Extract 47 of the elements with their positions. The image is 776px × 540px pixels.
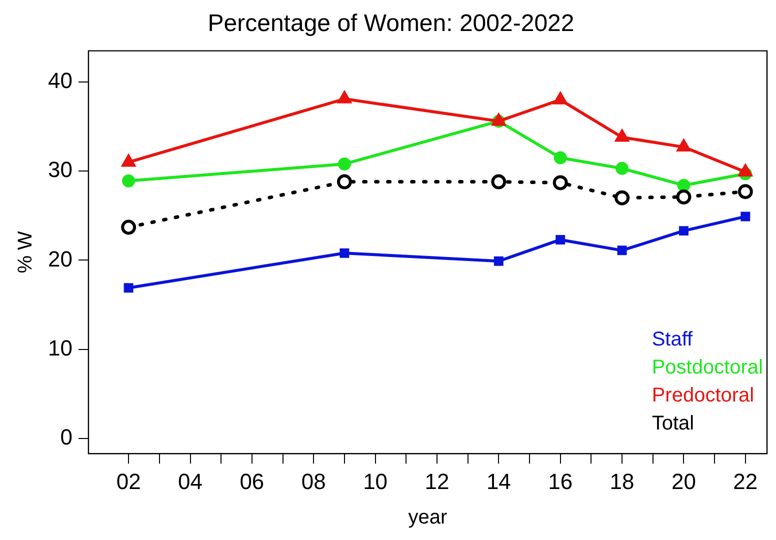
x-tick-label: 02: [116, 468, 141, 494]
point: [336, 174, 352, 190]
point: [616, 162, 629, 175]
y-tick-label: 20: [48, 246, 72, 272]
y-tick-label: 0: [60, 424, 72, 450]
point: [678, 226, 688, 236]
point: [494, 256, 504, 266]
point: [556, 234, 566, 244]
point: [491, 174, 506, 190]
x-tick-label: 10: [363, 468, 388, 494]
y-tick-label: 10: [48, 335, 72, 360]
x-tick-label: 22: [733, 468, 758, 494]
point: [340, 248, 350, 258]
point: [124, 283, 134, 293]
x-tick-label: 18: [610, 468, 634, 494]
y-axis-title: % W: [14, 230, 37, 274]
point: [122, 174, 136, 188]
x-tick-label: 12: [424, 468, 450, 494]
point: [738, 184, 753, 200]
point: [121, 220, 136, 235]
x-tick-label: 06: [240, 468, 264, 494]
point: [552, 91, 568, 104]
text: Postdoctoral: [652, 356, 763, 379]
y-tick-label: 40: [48, 68, 72, 94]
text: Total: [652, 412, 694, 435]
y-tick-label: 30: [48, 157, 72, 182]
x-tick-label: 04: [178, 468, 202, 494]
point: [614, 128, 630, 142]
x-tick-label: 20: [671, 468, 696, 494]
point: [617, 246, 627, 256]
point: [338, 157, 351, 170]
x-tick-label: 16: [548, 468, 573, 494]
point: [614, 190, 630, 206]
point: [676, 138, 692, 152]
point: [121, 154, 136, 167]
x-tick-label: 08: [301, 468, 326, 494]
x-axis-title: year: [408, 506, 448, 529]
chart-title: Percentage of Women: 2002-2022: [208, 10, 574, 38]
point: [337, 90, 352, 104]
text: Predoctoral: [652, 384, 754, 407]
point: [677, 178, 690, 192]
point: [676, 189, 692, 204]
point: [552, 175, 568, 190]
text: Staff: [652, 328, 694, 351]
x-tick-label: 14: [486, 468, 511, 494]
point: [740, 212, 750, 222]
point: [554, 151, 567, 164]
